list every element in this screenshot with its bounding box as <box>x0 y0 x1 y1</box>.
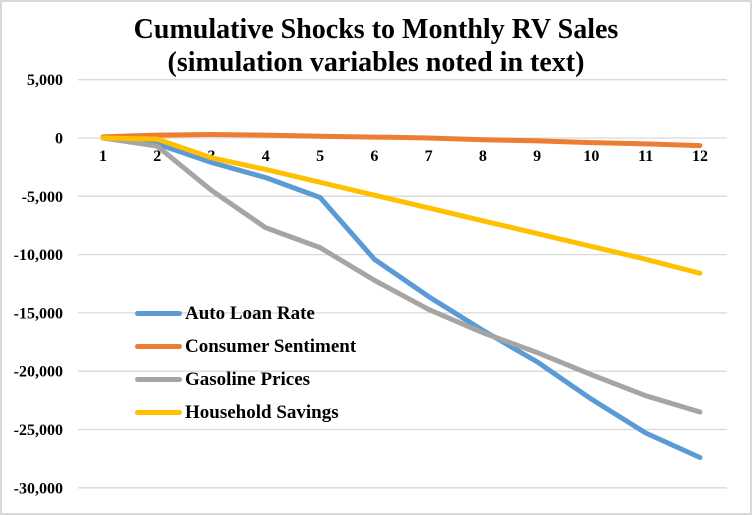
y-tick-label: -30,000 <box>14 480 63 497</box>
x-tick-label: 4 <box>262 148 270 165</box>
x-tick-label: 6 <box>370 148 378 165</box>
series-line-gasoline-prices <box>100 135 703 415</box>
y-tick-label: -10,000 <box>14 247 63 264</box>
legend-line-swatch <box>135 377 182 382</box>
y-tick-label: -20,000 <box>14 364 63 381</box>
legend-item-household-savings: Household Savings <box>135 396 356 429</box>
x-tick-label: 1 <box>99 148 107 165</box>
x-tick-label: 5 <box>316 148 324 165</box>
legend-line-swatch <box>135 410 182 415</box>
x-tick-label: 7 <box>425 148 433 165</box>
legend-label: Gasoline Prices <box>185 368 311 390</box>
series-line-consumer-sentiment <box>100 132 703 149</box>
legend-label: Auto Loan Rate <box>185 302 315 324</box>
x-tick-label: 2 <box>153 148 161 165</box>
legend-line-swatch <box>135 311 182 316</box>
x-tick-label: 10 <box>583 148 599 165</box>
legend-line-swatch <box>135 344 182 349</box>
legend-item-gasoline-prices: Gasoline Prices <box>135 363 356 396</box>
y-tick-label: 5,000 <box>27 72 63 89</box>
legend-item-auto-loan-rate: Auto Loan Rate <box>135 297 356 330</box>
legend-label: Consumer Sentiment <box>185 335 357 357</box>
y-tick-label: 0 <box>55 131 63 148</box>
x-tick-label: 11 <box>638 148 653 165</box>
legend-label: Household Savings <box>185 401 339 423</box>
legend-item-consumer-sentiment: Consumer Sentiment <box>135 330 356 363</box>
series-line-household-savings <box>100 135 703 276</box>
y-tick-label: -5,000 <box>22 189 63 206</box>
y-tick-label: -25,000 <box>14 422 63 439</box>
x-tick-label: 9 <box>533 148 541 165</box>
x-tick-label: 12 <box>692 148 708 165</box>
legend: Auto Loan Rate Consumer Sentiment Gasoli… <box>135 297 356 429</box>
y-tick-label: -15,000 <box>14 305 63 322</box>
x-tick-label: 8 <box>479 148 487 165</box>
series-line-auto-loan-rate <box>100 135 703 460</box>
